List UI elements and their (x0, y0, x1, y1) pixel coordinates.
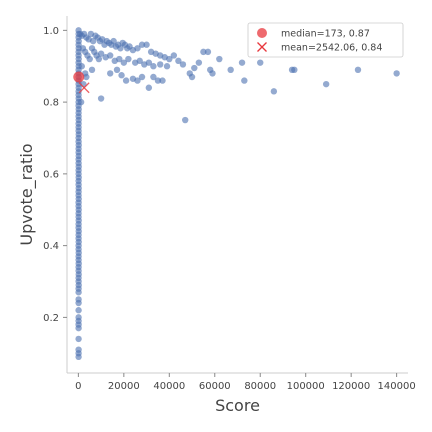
data-point (134, 77, 141, 84)
data-point (134, 45, 141, 52)
data-point (204, 48, 212, 56)
data-point (125, 55, 132, 63)
data-point (75, 353, 82, 361)
data-point (75, 335, 82, 343)
data-point (179, 61, 187, 68)
data-point (157, 61, 164, 68)
data-point (78, 63, 85, 70)
data-point (77, 98, 85, 106)
data-point (75, 324, 82, 332)
data-point (200, 48, 207, 56)
data-point (75, 307, 82, 314)
x-tick-label: 120000 (332, 381, 370, 392)
data-point (393, 70, 400, 77)
data-point (120, 59, 128, 66)
data-point (118, 72, 125, 79)
data-point (227, 66, 234, 74)
x-tick-label: 80000 (244, 381, 276, 392)
data-point (150, 73, 157, 81)
median-marker (73, 71, 85, 83)
data-point (209, 70, 216, 77)
y-tick-label: 0.4 (43, 241, 59, 252)
data-point (116, 55, 123, 63)
data-point (106, 70, 114, 77)
data-point (95, 55, 103, 63)
y-tick-label: 0.6 (43, 169, 59, 180)
legend: median=173, 0.87 mean=2542.06, 0.84 (247, 22, 404, 58)
x-tick-label: 140000 (378, 381, 416, 392)
data-point (238, 59, 246, 66)
data-point (122, 77, 130, 84)
data-point (75, 289, 82, 296)
data-point (138, 41, 146, 48)
data-point (83, 73, 90, 81)
data-point (110, 37, 117, 45)
data-point (163, 63, 171, 70)
legend-mean-marker-stroke (257, 42, 267, 52)
data-point (145, 59, 153, 66)
x-tick-label: 20000 (108, 381, 140, 392)
data-point (106, 52, 114, 59)
data-point (159, 77, 166, 84)
data-point (89, 37, 97, 45)
data-point (154, 77, 162, 84)
data-point (354, 66, 362, 74)
y-tick-label: 0.8 (43, 98, 59, 109)
data-point (86, 55, 93, 63)
data-point (216, 55, 223, 63)
data-point (143, 41, 150, 48)
x-tick-label: 0 (75, 381, 81, 392)
mean-marker (78, 82, 90, 94)
mean-marker-stroke (78, 82, 90, 94)
x-tick-label: 60000 (199, 381, 231, 392)
data-point (138, 73, 146, 81)
legend-median-marker (257, 28, 267, 38)
x-tick-label: 100000 (287, 381, 325, 392)
x-axis-label: Score (215, 396, 260, 415)
data-point (175, 57, 182, 65)
data-point (241, 77, 248, 84)
data-points (75, 27, 400, 361)
data-point (291, 66, 298, 74)
data-point (182, 116, 189, 124)
data-point (170, 52, 178, 59)
y-tick-label: 0.2 (43, 313, 59, 324)
data-point (191, 64, 198, 72)
data-point (145, 84, 153, 91)
data-point (166, 55, 173, 63)
data-point (113, 66, 121, 74)
legend-median-label: median=173, 0.87 (281, 29, 370, 40)
data-point (322, 80, 330, 88)
data-point (136, 57, 143, 65)
data-point (195, 59, 203, 66)
data-point (150, 63, 157, 70)
tick-labels: 0 20000 40000 60000 80000 100000 120000 140000 0… (43, 26, 416, 392)
summary-markers (73, 71, 90, 94)
x-tick-label: 40000 (153, 381, 185, 392)
data-point (257, 59, 264, 66)
data-point (117, 45, 124, 52)
data-point (88, 66, 96, 74)
data-point (97, 50, 105, 57)
data-point (75, 299, 82, 307)
legend-mean-label: mean=2542.06, 0.84 (281, 43, 382, 54)
data-point (97, 95, 105, 102)
data-point (188, 73, 196, 81)
legend-box (247, 22, 404, 58)
legend-mean-marker (257, 42, 267, 52)
data-point (270, 88, 278, 95)
y-axis-label: Upvote_ratio (17, 143, 37, 245)
y-tick-label: 1.0 (43, 26, 59, 37)
